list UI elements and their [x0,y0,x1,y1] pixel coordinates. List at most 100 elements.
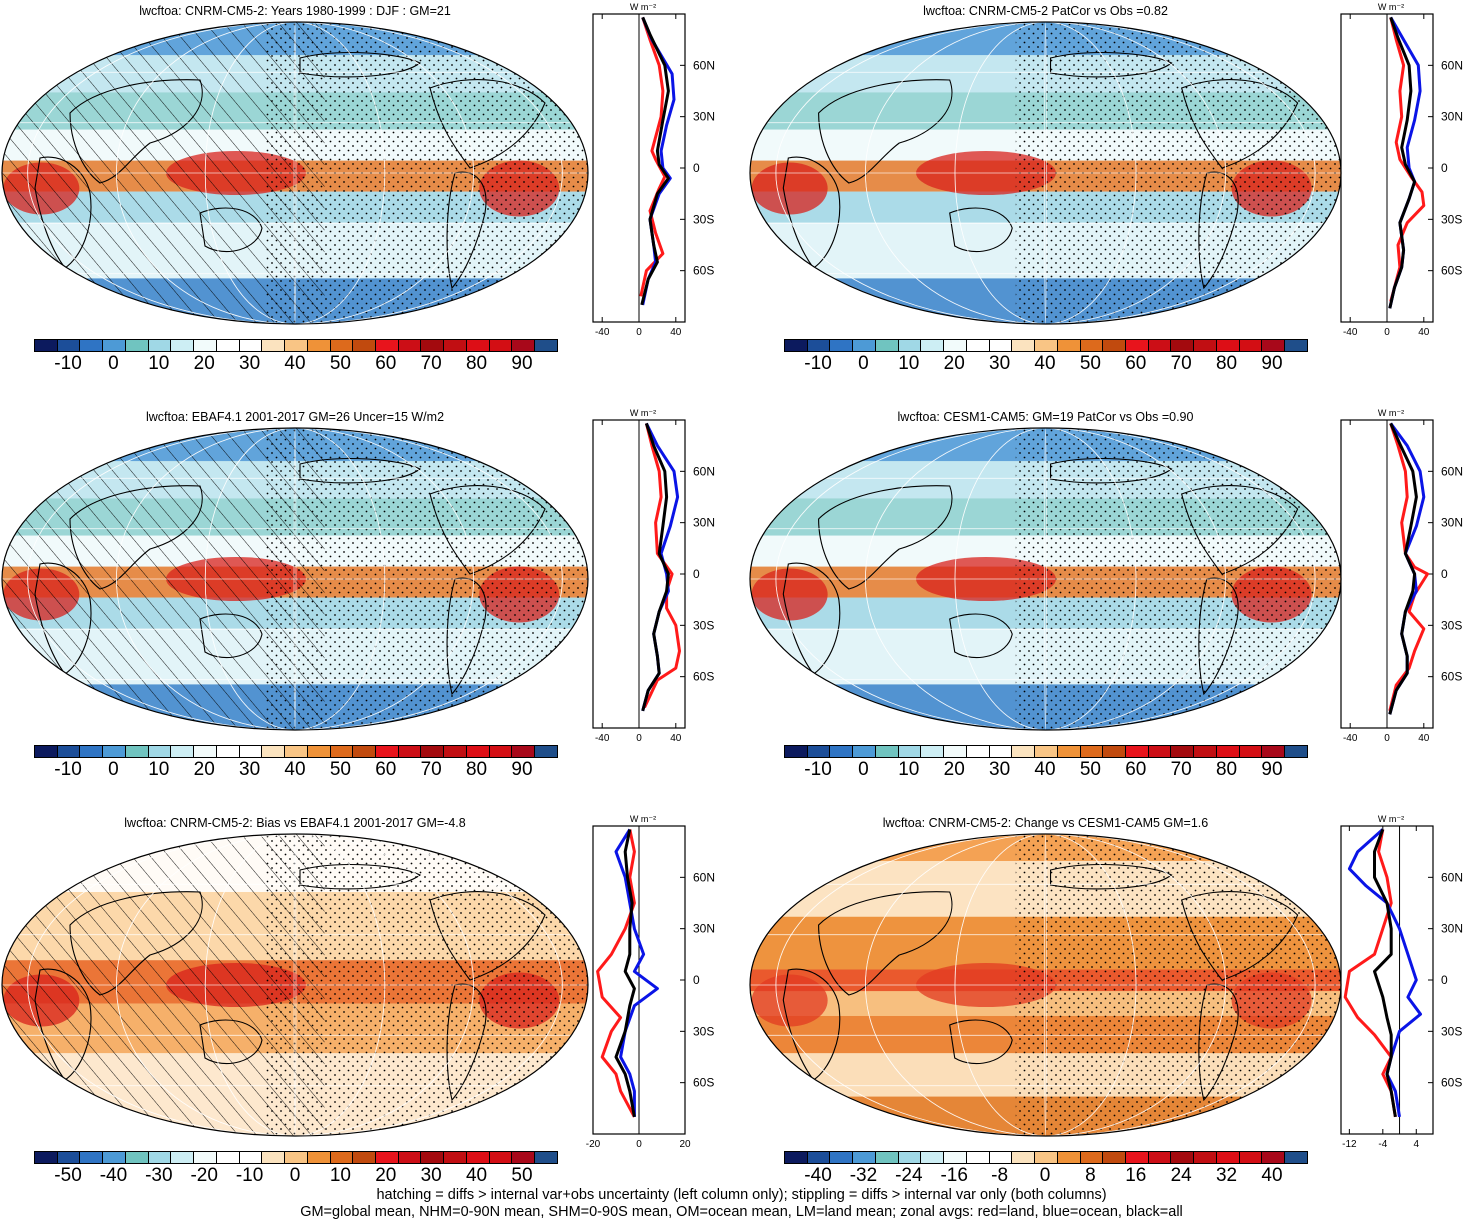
colorbar-swatch [125,746,149,757]
colorbar-swatch [512,746,536,757]
map-title: lwcftoa: CNRM-CM5-2: Bias vs EBAF4.1 200… [124,816,466,830]
zonal-lat-tick: 0 [1441,161,1448,175]
zonal-lat-tick: 30N [693,516,715,530]
zonal-mean-plot: W m⁻² 60N 30N 0 30S 60S -40 0 40 [1340,2,1463,338]
colorbar-tick-label: 0 [289,1165,301,1186]
colorbar-swatch [853,746,876,757]
zonal-lat-tick: 30S [693,212,714,226]
colorbar-swatch [1239,1152,1263,1163]
zonal-lat-tick: 60S [1441,264,1462,278]
colorbar-tick-label: -10 [235,1165,264,1186]
colorbar-tick-label: 40 [465,1165,488,1186]
colorbar-swatch [57,340,81,351]
colorbar-swatch [285,340,308,351]
colorbar-swatch [398,340,422,351]
colorbar-swatch [1171,340,1195,351]
colorbar-swatch [171,340,195,351]
colorbar-tick-label: 0 [108,353,119,374]
zonal-x-tick: -12 [1342,1139,1357,1150]
colorbar-swatch [57,1152,81,1163]
colorbar-tick-label: -10 [54,759,82,780]
colorbar-swatch [307,340,331,351]
map-projection [1,427,589,731]
colorbar-tick-label: 30 [989,353,1011,374]
colorbar-tick-label: 10 [329,1165,351,1186]
colorbar-tick-label: 20 [943,353,965,374]
colorbar-swatch [1262,1152,1286,1163]
colorbar-swatch [330,340,354,351]
zonal-mean-plot: W m⁻² 60N 30N 0 30S 60S -40 0 40 [592,2,715,338]
zonal-x-tick: -4 [1378,1139,1387,1150]
colorbar-tick-label: 0 [108,759,119,780]
zonal-x-tick: -40 [1343,327,1358,338]
colorbar-tick-label: -24 [895,1165,923,1186]
colorbar-tick-label: 70 [1170,759,1192,780]
map-projection [749,833,1342,1137]
zonal-x-tick: 40 [1418,733,1430,744]
colorbar-swatch [921,746,945,757]
colorbar-swatch [1148,1152,1172,1163]
colorbar-tick-label: 0 [1039,1165,1051,1186]
colorbar-swatch [194,746,217,757]
colorbar-swatch [239,340,263,351]
colorbar-swatch [1262,340,1286,351]
colorbar-tick-label: -16 [940,1165,968,1186]
colorbar-tick-label: 30 [239,759,261,780]
colorbar-swatch [830,746,854,757]
colorbar-swatch [57,746,81,757]
colorbar-swatch [148,746,172,757]
zonal-lat-tick: 60N [693,870,715,884]
zonal-series-blue [614,828,659,1117]
colorbar-swatch [830,340,854,351]
colorbar-swatch [307,746,331,757]
colorbar-swatch [1057,340,1081,351]
colorbar-swatch [875,1152,899,1163]
colorbar-swatch [1057,1152,1081,1163]
colorbar-swatch [421,340,445,351]
colorbar-tick-label: 60 [1125,759,1147,780]
colorbar-tick-label: 20 [193,353,215,374]
zonal-x-tick: 40 [1418,327,1430,338]
colorbar-swatch [807,340,831,351]
colorbar-swatch [307,1152,331,1163]
colorbar-swatch [1080,746,1104,757]
zonal-series-black [1388,16,1417,309]
zonal-lat-tick: 30S [1441,618,1462,632]
zonal-series-black [614,829,636,1118]
colorbar-tick-label: -30 [145,1165,173,1186]
colorbar-swatch [80,1152,104,1163]
colorbar-swatch [1012,746,1036,757]
colorbar-swatch [898,746,922,757]
colorbar-swatch [1103,746,1127,757]
colorbar-tick-label: 50 [511,1165,533,1186]
zonal-lat-tick: 60N [1441,464,1463,478]
zonal-x-tick: -40 [595,327,610,338]
colorbar-tick-label: -40 [804,1165,832,1186]
colorbar-swatch [1080,340,1104,351]
colorbar-swatch [125,1152,149,1163]
colorbar-swatch [1285,1152,1307,1163]
colorbar-tick-label: 90 [511,353,533,374]
colorbar-swatch [444,746,467,757]
zonal-lat-tick: 60N [1441,58,1463,72]
colorbar-swatch [466,340,490,351]
colorbar-swatch [1148,340,1172,351]
colorbar-swatch [1171,1152,1195,1163]
colorbar [34,1151,558,1164]
zonal-lat-tick: 0 [1441,567,1448,581]
colorbar-tick-label: 90 [1261,759,1283,780]
colorbar-swatch [1012,1152,1036,1163]
zonal-series-red [596,829,636,1118]
zonal-x-tick: 0 [636,733,642,744]
zonal-lat-tick: 60S [693,264,714,278]
colorbar-swatch [807,1152,831,1163]
colorbar-tick-label: 30 [239,353,261,374]
colorbar-swatch [239,1152,263,1163]
zonal-lat-tick: 60S [693,670,714,684]
colorbar [784,1151,1308,1164]
zonal-series-blue [641,422,680,712]
colorbar-swatch [35,340,58,351]
zonal-lat-tick: 30S [1441,1024,1462,1038]
colorbar-swatch [944,1152,967,1163]
colorbar-swatch [330,746,354,757]
